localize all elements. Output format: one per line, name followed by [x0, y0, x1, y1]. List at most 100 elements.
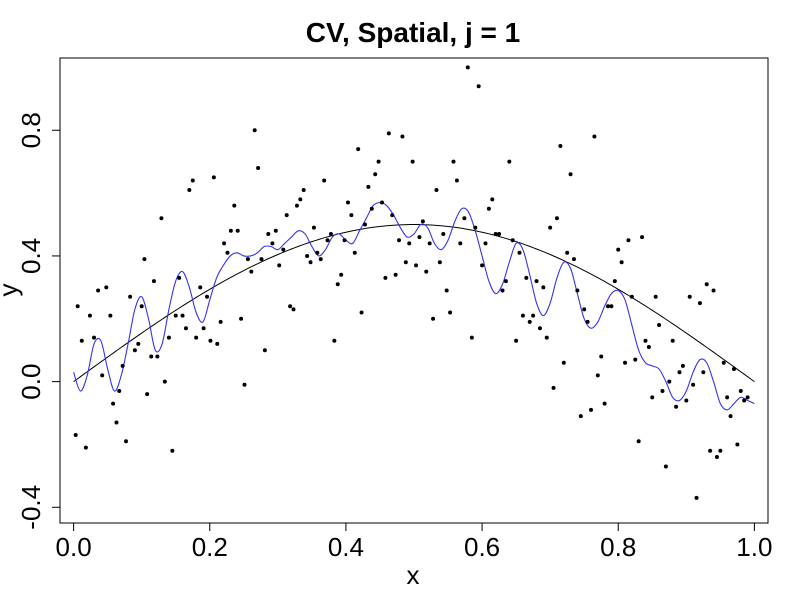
data-point: [738, 389, 743, 394]
data-point: [674, 404, 679, 409]
data-point: [493, 231, 498, 236]
data-point: [142, 257, 147, 262]
data-point: [667, 379, 672, 384]
data-point: [259, 257, 264, 262]
data-point: [345, 200, 350, 205]
data-point: [589, 407, 593, 412]
data-point: [721, 360, 726, 365]
data-point: [155, 354, 160, 359]
data-point: [410, 159, 415, 164]
data-point: [629, 294, 634, 299]
data-point: [239, 316, 244, 321]
data-point: [215, 341, 220, 346]
data-point: [149, 354, 154, 359]
data-point: [616, 247, 621, 252]
data-point: [198, 285, 203, 290]
data-point: [120, 363, 125, 368]
data-point: [162, 379, 167, 384]
data-point: [585, 319, 590, 324]
data-point: [342, 238, 347, 243]
data-point: [725, 395, 730, 400]
data-point: [242, 382, 247, 387]
data-point: [87, 313, 92, 318]
data-point: [393, 272, 398, 277]
data-point: [270, 241, 275, 246]
data-point: [565, 250, 570, 255]
data-point: [578, 414, 583, 419]
data-point: [390, 213, 395, 218]
data-point: [311, 225, 316, 230]
data-point: [208, 338, 213, 343]
data-point: [441, 231, 446, 236]
data-point: [420, 219, 425, 224]
data-point: [386, 131, 391, 136]
data-point: [104, 285, 109, 290]
data-point: [458, 241, 463, 246]
data-point: [83, 445, 88, 450]
data-point: [507, 159, 512, 164]
data-point: [728, 414, 733, 419]
plot-area-frame: [59, 57, 769, 524]
data-point: [636, 439, 641, 444]
data-point: [711, 288, 716, 293]
data-point: [277, 263, 282, 268]
x-tick-label: 1.0: [736, 532, 772, 562]
data-point: [735, 442, 740, 447]
data-point: [650, 395, 655, 400]
data-point: [136, 341, 141, 346]
data-point: [427, 241, 432, 246]
data-point: [451, 159, 456, 164]
true-function-curve: [73, 224, 755, 383]
data-point: [537, 326, 542, 331]
data-point: [718, 448, 723, 453]
data-point: [714, 455, 719, 460]
data-point: [520, 313, 525, 318]
y-tick-label: 0.0: [16, 364, 46, 400]
data-point: [619, 260, 624, 265]
data-point: [424, 269, 429, 274]
data-point: [124, 439, 129, 444]
data-point: [151, 279, 156, 284]
data-point: [100, 373, 105, 378]
data-point: [222, 241, 227, 246]
data-point: [245, 257, 250, 262]
data-point: [486, 206, 491, 211]
data-point: [190, 178, 195, 183]
data-point: [79, 338, 84, 343]
data-point: [708, 448, 713, 453]
data-point: [128, 294, 133, 299]
data-point: [132, 348, 137, 353]
data-point: [606, 304, 611, 309]
data-point: [256, 165, 261, 170]
data-point: [473, 225, 478, 230]
data-point: [697, 301, 702, 306]
data-point: [75, 304, 80, 309]
data-point: [117, 389, 122, 394]
data-point: [745, 395, 750, 400]
data-point: [318, 257, 323, 262]
data-point: [503, 279, 508, 284]
data-point: [111, 401, 116, 406]
data-point: [623, 360, 628, 365]
x-tick-label: 0.0: [56, 532, 92, 562]
data-point: [742, 398, 747, 403]
data-point: [527, 319, 532, 324]
data-point: [194, 335, 199, 340]
x-tick-label: 0.6: [464, 532, 500, 562]
y-tick-label: -0.4: [16, 485, 46, 530]
data-point: [356, 147, 361, 152]
data-point: [400, 134, 405, 139]
data-point: [575, 288, 580, 293]
data-point: [465, 65, 470, 70]
data-point: [595, 373, 600, 378]
data-point: [684, 398, 689, 403]
data-point: [235, 228, 240, 233]
data-point: [180, 313, 185, 318]
data-point: [704, 282, 709, 287]
data-point: [159, 216, 164, 221]
data-point: [670, 338, 675, 343]
data-point: [332, 338, 337, 343]
data-point: [602, 401, 607, 406]
data-point: [663, 464, 668, 469]
data-point: [201, 326, 206, 331]
